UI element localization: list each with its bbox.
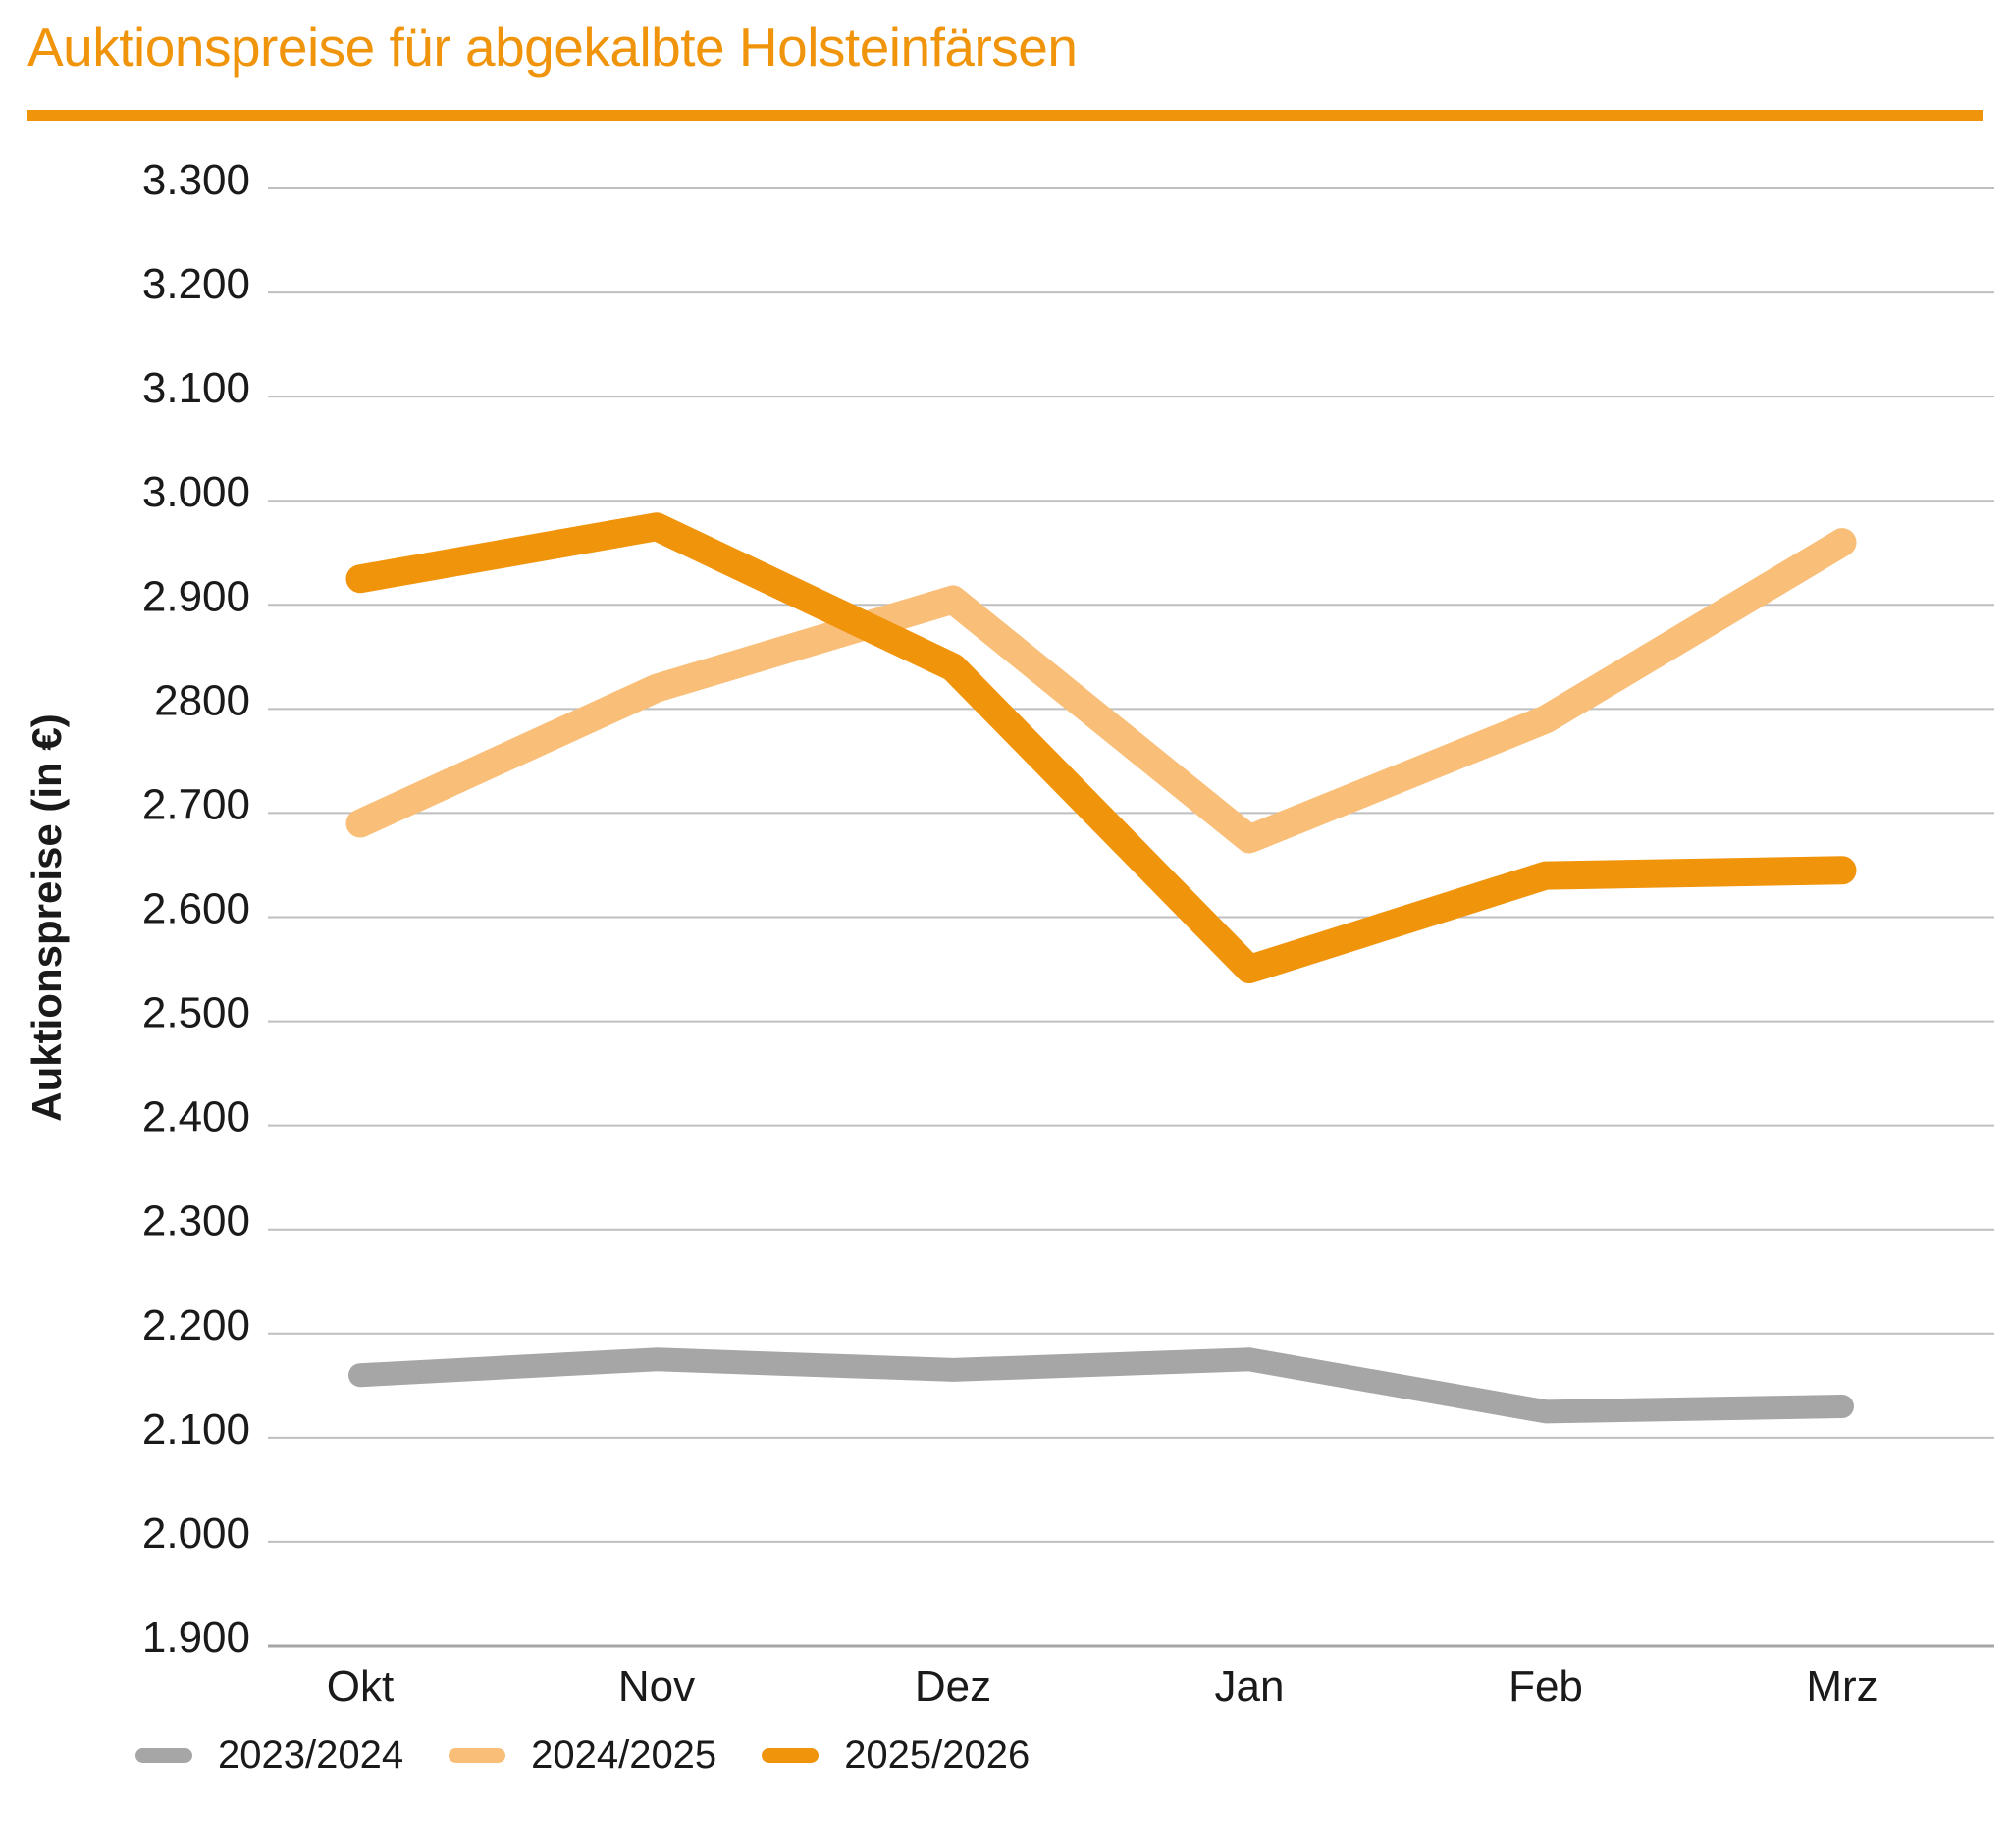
- y-tick-label: 2.200: [142, 1301, 250, 1349]
- legend-item-2023-2024: 2023/2024: [135, 1733, 403, 1777]
- series-line-2024-2025: [345, 528, 1857, 854]
- y-gridlines: [268, 187, 1994, 1648]
- y-axis-title-text: Auktionspreise (in €): [24, 713, 70, 1121]
- y-tick-label: 2.300: [142, 1197, 250, 1245]
- y-tick-label: 2.900: [142, 572, 250, 620]
- legend-dash-icon: [449, 1748, 506, 1763]
- legend-label: 2024/2025: [531, 1733, 717, 1776]
- legend-label: 2023/2024: [218, 1733, 404, 1776]
- y-tick-labels: 3.300 3.200 3.100 3.000 2.900 2800 2.700 2.600 2…: [142, 156, 250, 1662]
- legend-item-2025-2026: 2025/2026: [762, 1733, 1030, 1777]
- y-axis-title: Auktionspreise (in €): [24, 713, 70, 1121]
- title-underline: [27, 110, 1983, 121]
- y-tick-label: 2.100: [142, 1405, 250, 1453]
- y-tick-label: 3.000: [142, 468, 250, 516]
- x-tick-label: Nov: [618, 1663, 695, 1711]
- legend-dash-icon: [135, 1748, 192, 1763]
- x-tick-label: Dez: [915, 1663, 991, 1711]
- chart-legend: 2023/2024 2024/2025 2025/2026: [135, 1733, 1030, 1777]
- y-tick-label: 2.600: [142, 885, 250, 933]
- x-tick-labels: Okt Nov Dez Jan Feb Mrz: [327, 1663, 1878, 1711]
- legend-label: 2025/2026: [844, 1733, 1031, 1776]
- x-tick-label: Jan: [1215, 1663, 1285, 1711]
- series-line-2023-2024: [348, 1347, 1854, 1424]
- x-tick-label: Feb: [1508, 1663, 1583, 1711]
- series-lines: [345, 512, 1857, 1424]
- x-tick-label: Mrz: [1806, 1663, 1878, 1711]
- page-title: Auktionspreise für abgekalbte Holsteinfä…: [27, 17, 1078, 78]
- y-tick-label: 3.100: [142, 364, 250, 412]
- y-tick-label: 2.400: [142, 1093, 250, 1141]
- y-tick-label: 3.300: [142, 156, 250, 204]
- y-tick-label: 2.000: [142, 1509, 250, 1558]
- y-tick-label: 2800: [154, 676, 250, 724]
- y-tick-label: 2.500: [142, 989, 250, 1037]
- y-tick-label: 3.200: [142, 260, 250, 308]
- legend-item-2024-2025: 2024/2025: [449, 1733, 716, 1777]
- series-line-2025-2026: [345, 512, 1857, 984]
- legend-dash-icon: [762, 1748, 820, 1763]
- x-tick-label: Okt: [327, 1663, 394, 1711]
- y-tick-label: 2.700: [142, 780, 250, 828]
- y-tick-label: 1.900: [142, 1613, 250, 1662]
